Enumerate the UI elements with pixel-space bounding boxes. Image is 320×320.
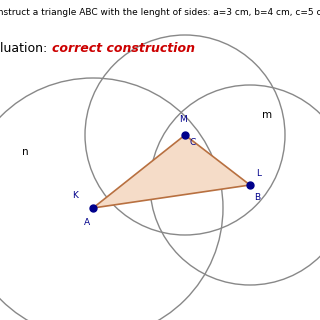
Text: n: n (22, 147, 28, 157)
Text: correct construction: correct construction (52, 42, 195, 55)
Text: A: A (84, 218, 90, 227)
Text: L: L (256, 169, 261, 178)
Text: C: C (189, 138, 195, 147)
Text: B: B (254, 193, 260, 202)
Point (182, 132, 188, 138)
Text: K: K (72, 191, 78, 200)
Text: m: m (262, 110, 272, 120)
Polygon shape (93, 135, 250, 208)
Text: M: M (179, 115, 187, 124)
Point (247, 182, 252, 188)
Text: luation:: luation: (0, 42, 55, 55)
Point (91, 205, 96, 211)
Text: Construct a triangle ABC with the lenght of sides: a=3 cm, b=4 cm, c=5 cm.: Construct a triangle ABC with the lenght… (0, 8, 320, 17)
